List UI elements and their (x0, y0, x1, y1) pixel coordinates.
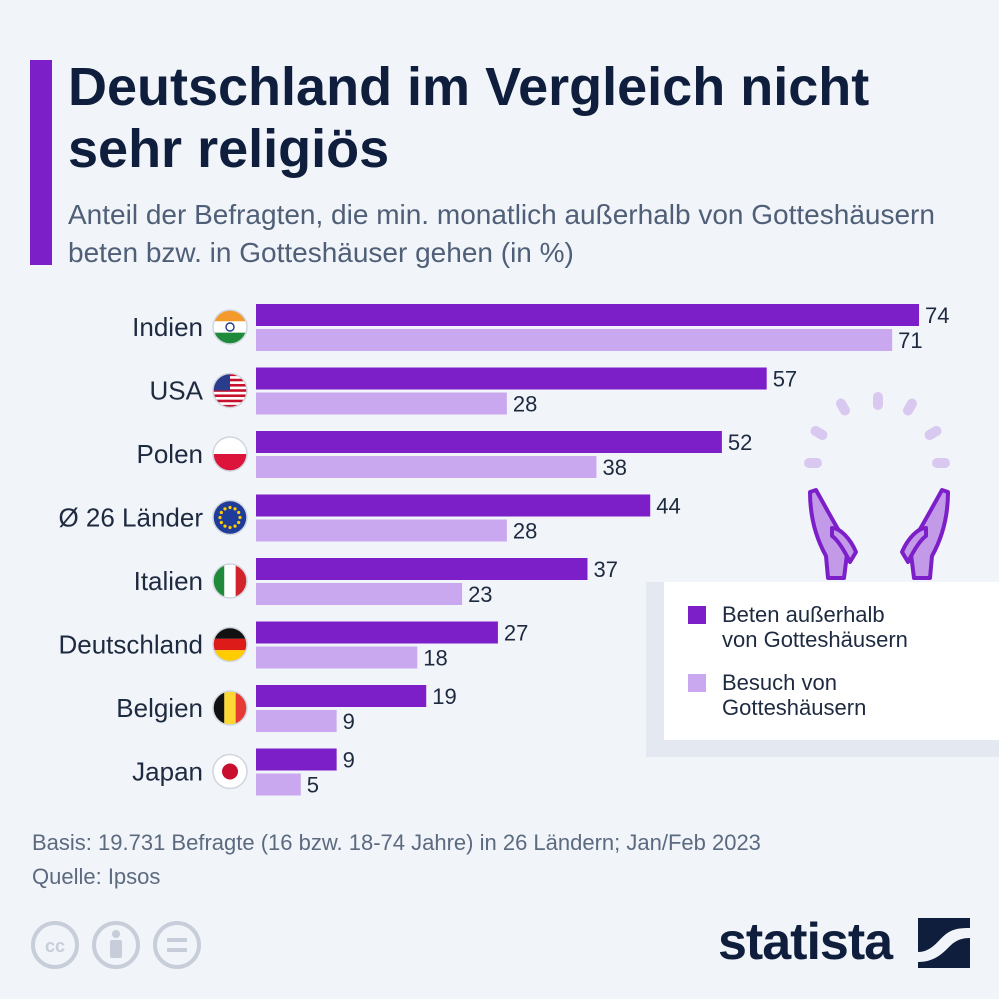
bar-besuch (256, 773, 301, 796)
bar-beten (256, 748, 337, 771)
value-label: 74 (925, 303, 949, 328)
value-label: 71 (898, 328, 922, 353)
bar-beten (256, 304, 919, 326)
usa-flag-icon (212, 372, 248, 409)
bar-beten (256, 367, 767, 390)
category-label: USA (150, 376, 204, 406)
belgium-flag-icon (212, 690, 248, 726)
value-label: 5 (307, 773, 319, 798)
legend-swatch-dark (688, 606, 706, 624)
cc-icon: cc (31, 921, 79, 969)
bar-besuch (256, 456, 597, 478)
footnote-source: Quelle: Ipsos (32, 864, 161, 889)
value-label: 9 (343, 748, 355, 773)
bar-beten (256, 558, 588, 580)
bar-besuch (256, 392, 507, 415)
category-label: Belgien (116, 693, 203, 723)
value-label: 18 (423, 646, 447, 671)
logo-text: statista (718, 913, 893, 971)
value-label: 9 (343, 709, 355, 734)
italy-flag-icon (212, 563, 248, 599)
chart-title: Deutschland im Vergleich nicht sehr reli… (68, 57, 870, 179)
value-label: 57 (773, 367, 797, 392)
license-icons: cc (31, 921, 201, 969)
value-label: 44 (656, 494, 680, 519)
bar-beten (256, 431, 722, 453)
bar-besuch (256, 329, 893, 351)
legend-label-beten: Beten außerhalb von Gotteshäusern (722, 602, 908, 652)
bar-besuch (256, 519, 507, 542)
statista-logo-icon (918, 918, 970, 968)
nd-icon (153, 921, 201, 969)
value-label: 19 (432, 684, 456, 709)
legend-swatch-light (688, 674, 706, 692)
chart-subtitle: Anteil der Befragten, die min. monatlich… (68, 199, 935, 268)
by-icon (92, 921, 140, 969)
value-label: 37 (594, 557, 618, 582)
eu-flag-icon (212, 499, 248, 536)
value-label: 27 (504, 621, 528, 646)
bar-beten (256, 685, 427, 707)
category-label: Indien (132, 312, 203, 342)
title-accent-bar (30, 60, 52, 265)
value-label: 52 (728, 430, 752, 455)
category-label: Ø 26 Länder (58, 503, 203, 533)
value-label: 38 (602, 455, 626, 480)
category-label: Deutschland (58, 630, 203, 660)
bar-beten (256, 494, 651, 517)
category-label: Japan (132, 757, 203, 787)
germany-flag-icon (212, 626, 248, 663)
value-label: 23 (468, 582, 492, 607)
poland-flag-icon (212, 436, 248, 472)
india-flag-icon (212, 309, 248, 345)
footnote-basis: Basis: 19.731 Befragte (16 bzw. 18-74 Ja… (32, 830, 761, 855)
bar-besuch (256, 646, 418, 669)
value-label: 28 (513, 392, 537, 417)
category-label: Italien (134, 566, 203, 596)
category-label: Polen (137, 439, 204, 469)
value-label: 28 (513, 519, 537, 544)
bar-besuch (256, 710, 337, 732)
japan-flag-icon (212, 753, 248, 790)
bar-besuch (256, 583, 463, 605)
praying-hands-icon (804, 392, 950, 580)
footnote: Basis: 19.731 Befragte (16 bzw. 18-74 Ja… (32, 826, 761, 894)
legend: Beten außerhalb von Gotteshäusern Besuch… (664, 582, 999, 740)
svg-text:cc: cc (45, 936, 65, 956)
legend-label-besuch: Besuch von Gotteshäusern (722, 670, 867, 720)
bar-beten (256, 621, 498, 644)
